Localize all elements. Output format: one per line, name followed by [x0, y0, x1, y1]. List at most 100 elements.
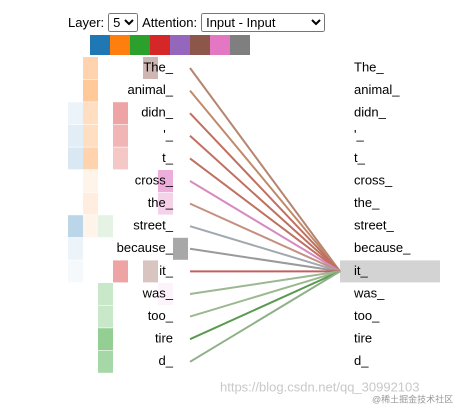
right-token[interactable]: The_ [354, 59, 384, 74]
head-swatch[interactable] [110, 35, 130, 55]
left-token[interactable]: animal_ [127, 82, 173, 97]
right-token[interactable]: because_ [354, 240, 411, 255]
right-token[interactable]: d_ [354, 353, 369, 368]
head-swatch[interactable] [190, 35, 210, 55]
watermark-site: @稀土掘金技术社区 [372, 393, 453, 404]
attention-cell [158, 170, 173, 192]
attention-cell [83, 215, 98, 238]
attention-cell [173, 193, 188, 215]
watermark: https://blog.csdn.net/qq_30992103 [220, 379, 420, 394]
attention-cell [68, 306, 83, 328]
attention-cell [113, 124, 128, 147]
head-swatch[interactable] [230, 35, 250, 55]
head-swatch[interactable] [210, 35, 230, 55]
right-token[interactable]: didn_ [354, 105, 387, 120]
head-swatch[interactable] [170, 35, 190, 55]
left-token[interactable]: t_ [162, 150, 174, 165]
attention-cell [98, 125, 113, 147]
right-token[interactable]: tire [354, 331, 372, 346]
attention-line [189, 67, 341, 272]
right-token[interactable]: street_ [354, 218, 395, 233]
left-token[interactable]: '_ [163, 127, 173, 142]
attention-cell [113, 80, 128, 102]
attention-cell [68, 260, 83, 283]
attention-cell [68, 351, 83, 373]
left-token[interactable]: The_ [143, 59, 173, 74]
attention-line [189, 270, 341, 363]
attention-line [189, 180, 341, 273]
left-token[interactable]: was_ [142, 285, 174, 300]
right-token[interactable]: was_ [353, 285, 385, 300]
attention-cell [128, 351, 143, 373]
left-token[interactable]: tire [155, 331, 173, 346]
attention-cell [83, 283, 98, 305]
attention-cell [68, 102, 83, 125]
attention-cell [173, 170, 188, 192]
attention-cell [128, 328, 143, 350]
left-token[interactable]: didn_ [141, 105, 174, 120]
attention-cell [98, 305, 113, 328]
attention-cell [83, 306, 98, 328]
attention-cell [113, 57, 128, 79]
attention-cell [173, 237, 188, 260]
attention-cell [173, 147, 188, 169]
attention-cell [173, 283, 188, 305]
attention-select[interactable]: Input - Input [201, 13, 326, 32]
attention-cell [83, 260, 98, 282]
attention-cell [128, 260, 143, 282]
right-token[interactable]: '_ [354, 127, 364, 142]
attention-cell [98, 193, 113, 215]
attention-cell [83, 147, 98, 170]
head-swatch[interactable] [90, 35, 110, 55]
right-token[interactable]: t_ [354, 150, 366, 165]
attention-cell [98, 80, 113, 102]
attention-cell [98, 260, 113, 282]
attention-cell [68, 215, 83, 238]
left-token[interactable]: cross_ [135, 172, 174, 187]
attention-cell [113, 328, 128, 350]
right-token[interactable]: the_ [354, 195, 380, 210]
right-token[interactable]: cross_ [354, 172, 393, 187]
attention-cell [68, 57, 83, 79]
attention-cell [113, 306, 128, 328]
attention-line [189, 112, 341, 273]
left-token[interactable]: street_ [133, 218, 174, 233]
attention-line [189, 157, 341, 273]
attention-cell [173, 57, 188, 79]
attention-cell [83, 57, 98, 79]
attention-cell [158, 283, 173, 305]
head-swatch[interactable] [130, 35, 150, 55]
attention-cell [173, 125, 188, 147]
attention-line [189, 270, 341, 295]
attention-cell [143, 125, 158, 147]
right-token[interactable]: animal_ [354, 82, 400, 97]
attention-cell [113, 147, 128, 170]
right-token[interactable]: too_ [354, 308, 380, 323]
left-token[interactable]: because_ [117, 240, 174, 255]
attention-cell [173, 351, 188, 373]
attention-cell [83, 124, 98, 147]
left-token[interactable]: it_ [159, 263, 174, 278]
attention-cell [143, 260, 158, 283]
attention-cell [98, 283, 113, 305]
right-token[interactable]: it_ [354, 263, 369, 278]
attention-cell [68, 80, 83, 102]
controls: Layer: 5 Attention: Input - Input [68, 13, 326, 32]
attention-cell [173, 328, 188, 350]
attention-line [189, 89, 341, 273]
attention-cell [68, 170, 83, 192]
attention-cell [98, 147, 113, 169]
head-swatch[interactable] [150, 35, 170, 55]
selected-highlight [340, 260, 440, 283]
attention-cell [113, 351, 128, 373]
attention-cell [128, 306, 143, 328]
attention-line [189, 225, 341, 273]
attention-cell [83, 328, 98, 350]
attention-label: Attention: [142, 15, 198, 30]
layer-select[interactable]: 5 [108, 13, 139, 32]
attention-cell [128, 193, 143, 215]
left-token[interactable]: d_ [159, 353, 174, 368]
left-token[interactable]: the_ [148, 195, 174, 210]
attention-cell [143, 57, 158, 79]
left-token[interactable]: too_ [148, 308, 174, 323]
